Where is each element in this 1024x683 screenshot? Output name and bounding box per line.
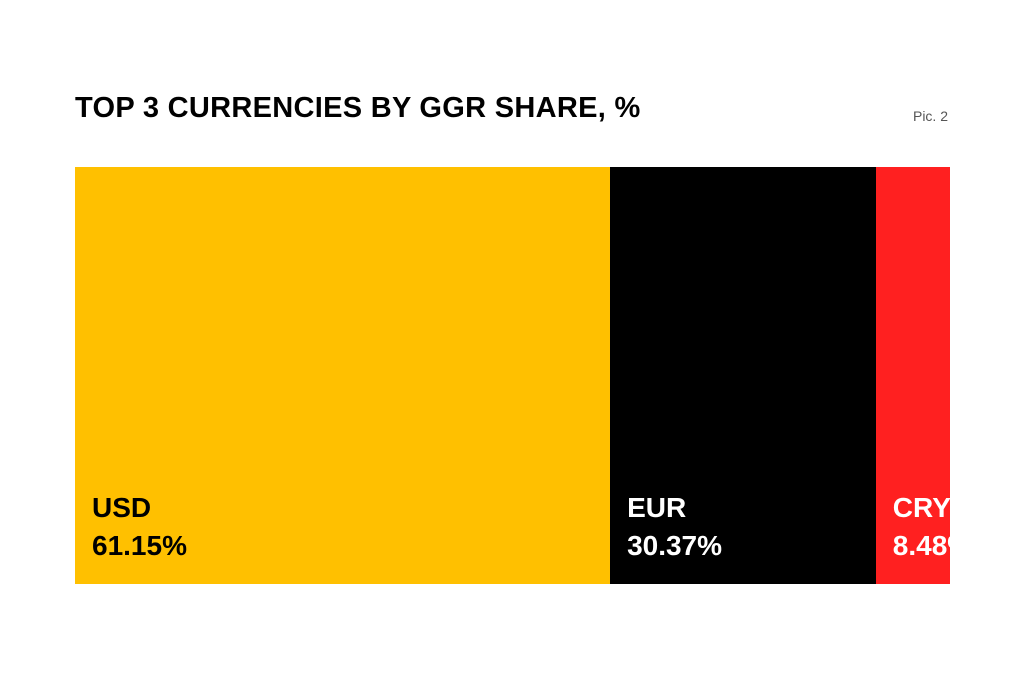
value-label: 8.48%: [892, 530, 950, 561]
segment-label: USD 61.15%: [92, 489, 187, 565]
chart-title: TOP 3 CURRENCIES BY GGR SHARE, %: [75, 92, 641, 124]
figure-number: Pic. 2: [912, 108, 948, 124]
bar-segment-eur: EUR 30.37%: [610, 167, 876, 584]
bar-segment-usd: USD 61.15%: [75, 167, 611, 584]
category-label: USD: [92, 492, 152, 523]
value-label: 61.15%: [92, 530, 187, 561]
category-label: CRYPTO: [892, 492, 950, 523]
bar-segment-crypto: CRYPTO 8.48%: [875, 167, 950, 584]
stacked-bar: USD 61.15% EUR 30.37% CRYPTO 8.48%: [75, 167, 950, 584]
segment-label: EUR 30.37%: [627, 489, 722, 565]
segment-label: CRYPTO 8.48%: [893, 489, 950, 565]
category-label: EUR: [627, 492, 687, 523]
value-label: 30.37%: [627, 530, 723, 561]
